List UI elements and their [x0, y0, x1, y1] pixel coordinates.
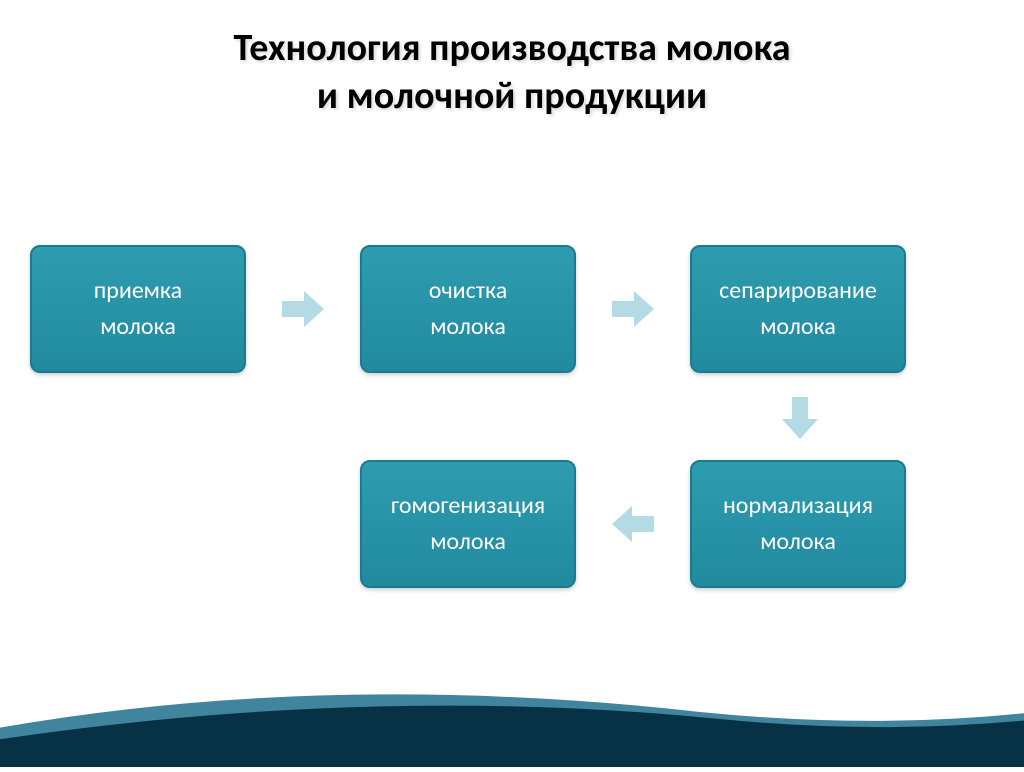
- decoration-swoosh: [0, 677, 1024, 767]
- arrow-down-icon: [777, 395, 823, 441]
- title-line2: и молочной продукции: [0, 73, 1024, 121]
- node-4-line2: молока: [760, 524, 836, 560]
- node-1-line1: приемка: [94, 273, 182, 309]
- arrow-right-icon: [610, 286, 656, 332]
- node-4-line1: нормализация: [723, 488, 873, 524]
- node-2-line1: очистка: [429, 273, 508, 309]
- arrow-left-icon: [610, 501, 656, 547]
- arrow-right-icon: [280, 286, 326, 332]
- node-5: гомогенизация молока: [360, 460, 576, 588]
- node-3-line1: сепарирование: [719, 273, 877, 309]
- title-line1: Технология производства молока: [0, 25, 1024, 73]
- node-4: нормализация молока: [690, 460, 906, 588]
- node-2: очистка молока: [360, 245, 576, 373]
- node-1: приемка молока: [30, 245, 246, 373]
- node-3-line2: молока: [760, 309, 836, 345]
- node-3: сепарирование молока: [690, 245, 906, 373]
- node-5-line1: гомогенизация: [391, 488, 545, 524]
- node-5-line2: молока: [430, 524, 506, 560]
- page-title: Технология производства молока и молочно…: [0, 0, 1024, 120]
- node-1-line2: молока: [100, 309, 176, 345]
- node-2-line2: молока: [430, 309, 506, 345]
